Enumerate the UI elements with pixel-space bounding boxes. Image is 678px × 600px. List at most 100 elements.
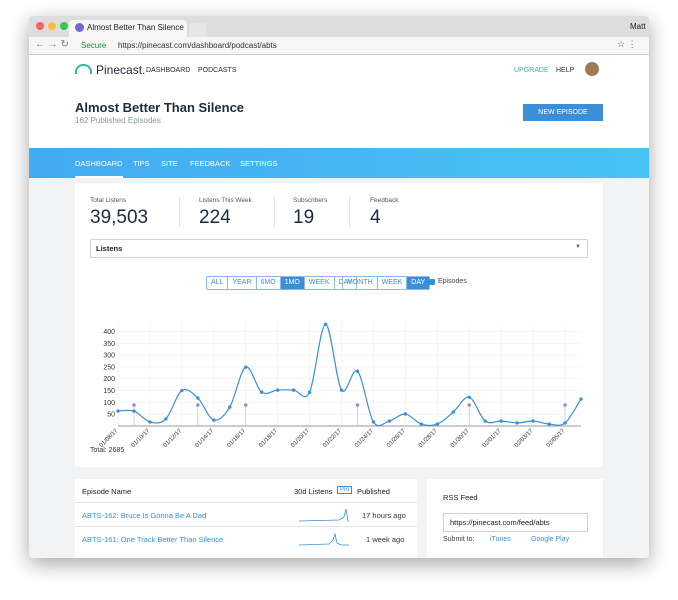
episode-marker (243, 403, 248, 407)
new-tab[interactable] (189, 23, 207, 37)
tab-link[interactable]: FEEDBACK (190, 159, 231, 168)
analytics-card (75, 183, 603, 467)
help-link[interactable]: HELP (556, 67, 575, 74)
data-point (148, 420, 152, 424)
y-tick-label: 300 (103, 353, 115, 360)
zoom-button[interactable] (60, 22, 68, 30)
divider (349, 197, 350, 227)
range-button[interactable]: DAY (338, 279, 353, 286)
podcast-subtitle: 162 Published Episodes (75, 116, 161, 125)
select-caret: ▼ (575, 244, 581, 250)
data-point (483, 419, 487, 423)
episode-date: 17 hours ago (362, 511, 406, 520)
episodes-checkbox[interactable] (429, 279, 435, 285)
y-tick-label: 350 (103, 341, 115, 348)
table-header: Episode Name (82, 487, 132, 496)
granularity-button[interactable]: MONTH (343, 277, 378, 289)
range-button[interactable]: WEEK (305, 277, 335, 289)
y-tick-label: 100 (103, 400, 115, 407)
data-point (323, 322, 328, 327)
data-point (403, 412, 408, 416)
tab-link[interactable]: TIPS (133, 159, 150, 168)
sparkline (299, 532, 349, 546)
episode-marker (132, 403, 136, 407)
granularity-button[interactable]: WEEK (378, 277, 408, 289)
x-tick-label: 02/01/17 (482, 428, 503, 449)
nav-buttons[interactable]: ← → ↻ (35, 39, 69, 50)
url[interactable]: https://pinecast.com/dashboard/podcast/a… (118, 41, 277, 50)
tab-strip (29, 148, 649, 178)
metric-select[interactable] (90, 239, 588, 258)
rss-title: RSS Feed (443, 493, 478, 502)
episode-marker (467, 403, 472, 407)
data-point (371, 420, 376, 424)
data-point (196, 396, 200, 400)
x-tick-label: 02/03/17 (514, 428, 535, 449)
data-point (275, 388, 280, 392)
episode-marker (196, 403, 200, 407)
tab-title: Almost Better Than Silence (87, 23, 184, 32)
x-tick-label: 02/05/17 (546, 428, 567, 449)
tab-link[interactable]: SETTINGS (240, 159, 278, 168)
data-point (547, 422, 551, 426)
rss-input[interactable] (443, 513, 588, 532)
data-point (291, 388, 296, 392)
x-tick-label: 01/26/17 (386, 428, 407, 449)
pro-badge: Pro (337, 486, 353, 494)
series-line (117, 323, 582, 427)
submit-target[interactable]: iTunes (490, 536, 511, 543)
tab-link[interactable]: DASHBOARD (75, 159, 123, 178)
metric-select-text: Listens (96, 244, 123, 253)
minimize-button[interactable] (48, 22, 56, 30)
episode-link[interactable]: ABTS-161: One Track Better Than Silence (82, 535, 224, 544)
divider (179, 197, 180, 227)
row-divider (75, 526, 417, 527)
x-tick-label: 01/24/17 (354, 428, 375, 449)
range-button[interactable]: YEAR (228, 277, 257, 289)
toolbar (29, 37, 649, 55)
stat-label: Subscribers (293, 197, 328, 204)
episode-link[interactable]: ABTS-162: Bruce Is Gonna Be A Dad (82, 511, 207, 520)
nav-link[interactable]: PODCASTS (198, 67, 237, 74)
x-tick-label: 01/16/17 (226, 428, 247, 449)
avatar[interactable] (585, 62, 599, 76)
episodes-toggle-label: Episodes (438, 278, 467, 285)
star-menu[interactable]: ☆ ⋮ (617, 39, 637, 49)
y-tick-label: 400 (103, 329, 115, 336)
data-point (307, 390, 312, 394)
favicon (75, 23, 84, 32)
submit-label: Submit to: (443, 536, 475, 543)
tab[interactable] (69, 20, 187, 37)
episode-date: 1 week ago (366, 535, 405, 544)
browser-window: Almost Better Than Silence Matt ← → ↻ Se… (29, 16, 649, 558)
granularity-button[interactable]: DAY (407, 277, 430, 289)
upgrade-link[interactable]: UPGRADE (514, 67, 549, 74)
data-point (339, 388, 344, 392)
episodes-card (75, 479, 417, 558)
data-point (355, 369, 360, 373)
tab-link[interactable]: SITE (161, 159, 178, 168)
close-button[interactable] (36, 22, 44, 30)
user-name: Matt (630, 22, 646, 31)
chart: 01/08/17 01/10/17 01/12/17 01/14/17 01/16/17… (99, 322, 583, 449)
x-tick-label: 01/08/17 (99, 428, 120, 449)
logo[interactable]: Pinecast. (96, 63, 146, 77)
x-tick-label: 01/22/17 (322, 428, 343, 449)
y-tick-label: 250 (103, 364, 115, 371)
data-point (499, 419, 503, 423)
data-point (563, 421, 567, 425)
range-buttons: ALL YEAR 6MO 1MO WEEK DAY (206, 276, 358, 290)
range-button[interactable]: 6MO (257, 277, 281, 289)
range-button[interactable]: 1MO (280, 277, 305, 289)
rss-card (427, 479, 603, 558)
y-tick-label: 150 (103, 388, 115, 395)
data-point (212, 418, 216, 422)
data-point (531, 419, 535, 423)
range-button[interactable]: ALL (207, 277, 229, 289)
sparkline (299, 508, 349, 522)
submit-target[interactable]: Google Play (531, 536, 570, 543)
data-point (244, 365, 248, 369)
nav-link[interactable]: DASHBOARD (146, 67, 191, 74)
x-tick-label: 01/20/17 (290, 428, 311, 449)
new-episode-button[interactable]: NEW EPISODE (523, 104, 603, 121)
